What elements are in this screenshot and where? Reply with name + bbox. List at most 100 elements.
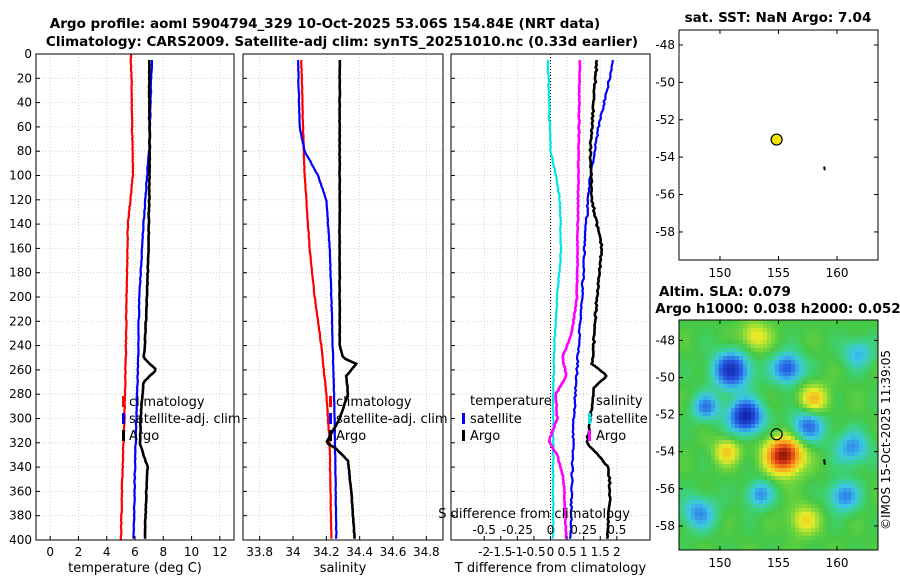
sla-cell xyxy=(875,432,878,436)
sla-cell xyxy=(767,396,771,400)
sla-cell xyxy=(811,412,815,416)
sla-cell xyxy=(855,340,859,344)
sla-cell xyxy=(819,492,823,496)
sla-cell xyxy=(691,524,695,528)
sla-cell xyxy=(815,456,819,460)
sla-cell xyxy=(703,380,707,384)
sla-cell xyxy=(715,548,719,550)
sla-cell xyxy=(875,412,878,416)
sla-cell xyxy=(783,376,787,380)
sla-cell xyxy=(727,388,731,392)
sla-cell xyxy=(855,336,859,340)
sla-cell xyxy=(775,392,779,396)
sla-cell xyxy=(775,412,779,416)
sla-cell xyxy=(783,484,787,488)
sla-cell xyxy=(691,432,695,436)
sla-cell xyxy=(687,372,691,376)
sla-cell xyxy=(819,384,823,388)
sla-cell xyxy=(847,540,851,544)
sla-cell xyxy=(755,376,759,380)
sla-cell xyxy=(683,336,687,340)
sla-cell xyxy=(819,404,823,408)
sla-cell xyxy=(747,464,751,468)
s-tick-label: -0.25 xyxy=(502,523,533,537)
sla-cell xyxy=(691,396,695,400)
sla-cell xyxy=(723,464,727,468)
sla-cell xyxy=(707,376,711,380)
sla-cell xyxy=(735,428,739,432)
sla-cell xyxy=(799,400,803,404)
sla-cell xyxy=(787,424,791,428)
sla-cell xyxy=(863,412,867,416)
sla-cell xyxy=(783,420,787,424)
sla-cell xyxy=(695,468,699,472)
sla-cell xyxy=(847,336,851,340)
sla-cell xyxy=(859,516,863,520)
series-line-satellite-adj-clim xyxy=(296,59,338,539)
sla-cell xyxy=(811,468,815,472)
sla-cell xyxy=(815,416,819,420)
sla-cell xyxy=(699,508,703,512)
sla-cell xyxy=(687,388,691,392)
sla-cell xyxy=(695,472,699,476)
sla-cell xyxy=(751,392,755,396)
sla-cell xyxy=(715,476,719,480)
sla-cell xyxy=(759,356,763,360)
sla-cell xyxy=(843,356,847,360)
sla-cell xyxy=(703,488,707,492)
sla-cell xyxy=(719,408,723,412)
sla-cell xyxy=(683,364,687,368)
sla-cell xyxy=(759,348,763,352)
sla-cell xyxy=(715,452,719,456)
sla-cell xyxy=(727,380,731,384)
sla-cell xyxy=(727,476,731,480)
sla-cell xyxy=(763,356,767,360)
sla-cell xyxy=(687,500,691,504)
sla-cell xyxy=(823,512,827,516)
sla-cell xyxy=(711,364,715,368)
sla-cell xyxy=(695,456,699,460)
sla-cell xyxy=(763,372,767,376)
sla-cell xyxy=(703,376,707,380)
sla-cell xyxy=(767,508,771,512)
sla-cell xyxy=(859,368,863,372)
sla-cell xyxy=(755,532,759,536)
sla-cell xyxy=(703,532,707,536)
sla-cell xyxy=(839,440,843,444)
sla-cell xyxy=(783,424,787,428)
sla-cell xyxy=(771,488,775,492)
sla-cell xyxy=(679,412,683,416)
sla-cell xyxy=(839,456,843,460)
legend-label: Argo xyxy=(470,429,500,444)
sla-cell xyxy=(823,544,827,548)
sla-cell xyxy=(715,500,719,504)
sla-cell xyxy=(843,540,847,544)
sla-cell xyxy=(839,436,843,440)
sla-cell xyxy=(731,400,735,404)
sla-cell xyxy=(855,360,859,364)
sla-cell xyxy=(763,376,767,380)
sla-cell xyxy=(759,336,763,340)
sla-cell xyxy=(779,492,783,496)
sla-cell xyxy=(851,388,855,392)
sla-cell xyxy=(875,444,878,448)
sla-cell xyxy=(731,384,735,388)
sla-cell xyxy=(811,324,815,328)
sla-cell xyxy=(875,336,878,340)
sla-cell xyxy=(871,384,875,388)
sla-cell xyxy=(719,480,723,484)
sla-cell xyxy=(695,444,699,448)
sla-cell xyxy=(851,356,855,360)
sla-cell xyxy=(731,464,735,468)
sla-cell xyxy=(779,340,783,344)
sla-cell xyxy=(707,504,711,508)
sla-cell xyxy=(699,448,703,452)
sla-cell xyxy=(727,328,731,332)
sla-cell xyxy=(803,384,807,388)
sla-cell xyxy=(747,332,751,336)
sla-cell xyxy=(767,356,771,360)
sla-cell xyxy=(723,420,727,424)
sla-cell xyxy=(811,432,815,436)
sla-cell xyxy=(767,512,771,516)
sla-cell xyxy=(695,484,699,488)
